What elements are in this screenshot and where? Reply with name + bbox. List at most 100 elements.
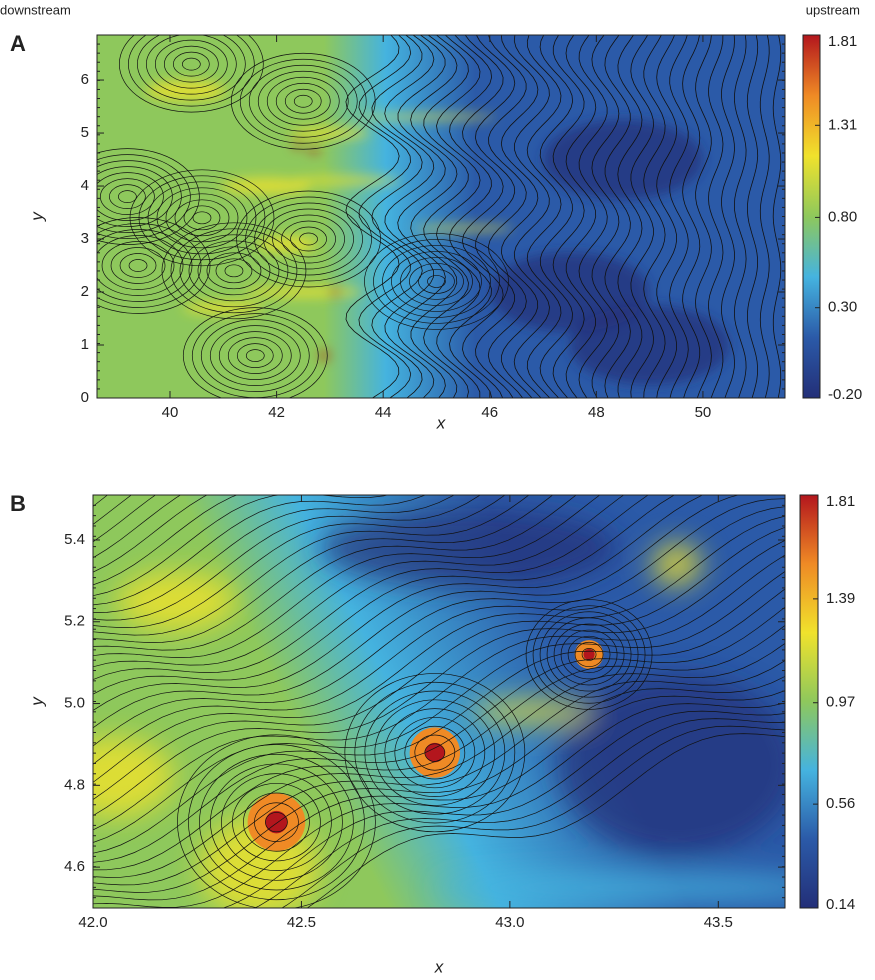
contour-line (93, 625, 785, 871)
contour-ring (100, 178, 155, 215)
contour-ring (163, 45, 219, 83)
contour-line (93, 515, 785, 783)
contour-ring (227, 337, 283, 374)
contour-ring (409, 263, 464, 300)
contour-line (708, 35, 724, 398)
contour-ring (265, 812, 288, 833)
contour-line (720, 35, 735, 398)
contour-ring (364, 233, 509, 330)
colorbar-tick-label: 0.14 (826, 896, 855, 913)
y-tick-label: 6 (81, 71, 89, 88)
contour-line (93, 495, 455, 613)
contour-ring (200, 319, 310, 392)
contour-ring (275, 82, 331, 120)
panel-letter: B (10, 491, 26, 516)
contour-ring (245, 349, 265, 362)
field-streak (355, 114, 496, 121)
field-streak (289, 128, 370, 139)
contour-ring (418, 269, 455, 294)
contour-ring (567, 635, 611, 674)
contour-ring (299, 232, 318, 246)
x-axis-label: x (436, 413, 446, 432)
colorbar-tick-label: 1.31 (828, 116, 857, 133)
contour-line (669, 35, 689, 398)
contour-line (436, 35, 481, 398)
contour-line (500, 35, 539, 398)
contour-line (253, 718, 785, 908)
contour-ring (154, 39, 228, 89)
contour-line (682, 35, 701, 398)
contour-ring (172, 51, 210, 77)
contour-ring (109, 184, 146, 209)
contour-ring (404, 725, 466, 780)
contour-ring (199, 753, 354, 891)
contour-ring (400, 257, 473, 306)
contour-line (93, 495, 389, 597)
y-tick-label: 5.0 (64, 695, 85, 712)
contour-ring (181, 57, 201, 71)
field-spot (425, 742, 445, 763)
x-tick-label: 43.0 (495, 914, 524, 931)
contour-line (93, 526, 785, 800)
colorbar (799, 494, 819, 909)
contour-line (604, 35, 631, 398)
contour-line (93, 495, 554, 643)
field-cyan (434, 872, 785, 903)
contour-line (93, 495, 675, 695)
contour-ring (206, 252, 262, 290)
contour-line (513, 35, 550, 398)
contour-ring (230, 52, 376, 150)
y-tick-label: 4 (81, 177, 89, 194)
field-spot (583, 648, 595, 661)
heatmap-field (93, 495, 785, 908)
field-bright (470, 699, 591, 724)
y-tick-label: 3 (81, 230, 89, 247)
contour-line (93, 495, 426, 606)
field-spot (331, 288, 340, 297)
contour-line (552, 35, 585, 398)
contour-ring (188, 744, 365, 901)
field-streak (183, 301, 264, 314)
colorbar-tick-label: 1.81 (826, 493, 855, 510)
field-streak (145, 80, 226, 101)
contour-line (93, 495, 704, 711)
x-tick-label: 43.5 (704, 914, 733, 931)
field-streak (220, 178, 311, 195)
contour-ring (192, 211, 212, 225)
contour-ring (97, 160, 182, 233)
contour-ring (118, 35, 264, 113)
contour-line (93, 554, 785, 831)
heatmap-field (97, 35, 785, 398)
contour-line (591, 35, 620, 398)
contour-ring (574, 641, 604, 668)
x-tick-label: 40 (162, 404, 179, 421)
contour-line (617, 35, 643, 398)
contour-ring (391, 251, 482, 312)
contour-ring (236, 343, 274, 368)
field-streak (243, 287, 364, 298)
y-tick-label: 5.2 (64, 613, 85, 630)
contour-ring (97, 172, 164, 221)
contour-line (93, 571, 785, 843)
contour-line (93, 588, 785, 854)
contour-ring (266, 76, 340, 126)
contour-ring (174, 199, 230, 237)
contour-ring (344, 673, 526, 833)
contour-line (93, 676, 785, 893)
x-tick-label: 42.0 (78, 914, 107, 931)
contour-ring (293, 94, 313, 108)
contour-line (578, 35, 608, 398)
field-streak (290, 176, 401, 185)
contour-line (222, 710, 785, 908)
contour-ring (374, 699, 496, 806)
colorbar-tick-label: 0.80 (828, 208, 857, 225)
contour-ring (248, 64, 358, 138)
contour-line (371, 35, 423, 398)
contour-line (93, 606, 785, 863)
contour-ring (284, 88, 322, 114)
field-dark (542, 119, 703, 200)
contour-line (630, 35, 654, 398)
contour-line (345, 35, 400, 398)
contour-ring (177, 734, 376, 908)
contour-ring (290, 226, 327, 252)
